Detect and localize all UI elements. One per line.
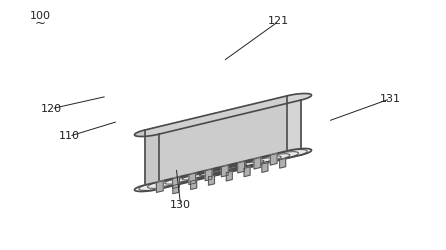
Polygon shape bbox=[159, 100, 301, 189]
Polygon shape bbox=[173, 184, 179, 194]
Polygon shape bbox=[280, 158, 285, 168]
Polygon shape bbox=[244, 167, 250, 177]
Polygon shape bbox=[208, 176, 215, 185]
Text: 130: 130 bbox=[170, 200, 191, 210]
Text: 131: 131 bbox=[380, 94, 401, 104]
Polygon shape bbox=[135, 130, 159, 192]
Polygon shape bbox=[173, 177, 179, 188]
Text: 110: 110 bbox=[58, 131, 80, 141]
Text: 121: 121 bbox=[268, 16, 289, 26]
Polygon shape bbox=[287, 94, 311, 155]
Text: 100: 100 bbox=[29, 11, 51, 21]
Polygon shape bbox=[135, 148, 311, 192]
Polygon shape bbox=[270, 154, 277, 165]
Polygon shape bbox=[157, 181, 163, 192]
Polygon shape bbox=[226, 171, 232, 181]
Polygon shape bbox=[145, 96, 287, 185]
Polygon shape bbox=[262, 163, 268, 172]
Polygon shape bbox=[191, 180, 197, 190]
Polygon shape bbox=[205, 169, 212, 181]
Polygon shape bbox=[254, 158, 261, 169]
Polygon shape bbox=[238, 161, 244, 173]
Polygon shape bbox=[222, 165, 228, 177]
Polygon shape bbox=[189, 173, 196, 184]
Text: 120: 120 bbox=[41, 104, 62, 114]
Text: ~: ~ bbox=[35, 17, 45, 30]
